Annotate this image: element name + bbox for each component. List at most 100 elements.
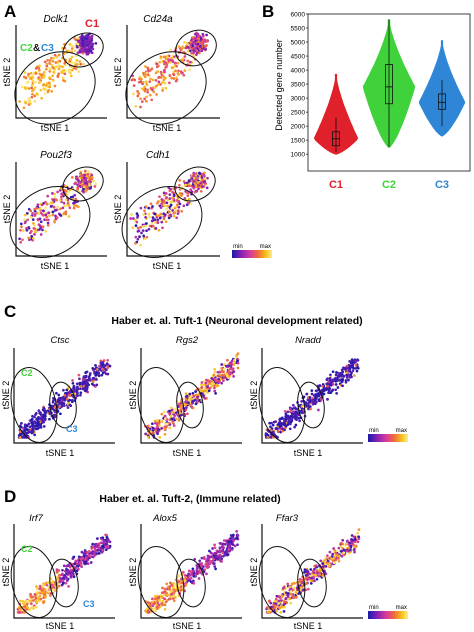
cell-point: [132, 84, 136, 87]
cell-point: [192, 579, 195, 583]
cell-point: [70, 176, 74, 179]
cell-point: [56, 577, 59, 580]
cell-point: [164, 61, 168, 65]
cell-point: [169, 414, 173, 417]
cell-point: [52, 70, 56, 74]
cell-point: [345, 364, 349, 368]
gene-title: Cd24a: [143, 14, 173, 25]
cell-point: [48, 202, 52, 206]
cell-point: [85, 37, 89, 41]
cell-point: [171, 196, 175, 200]
cell-point: [345, 549, 349, 553]
plot-frame: [307, 13, 471, 172]
panel-a-dclk1-plot: Dclk1 C1 C2 & C3 tSNE 1 tSNE 2: [2, 14, 107, 133]
cell-point: [193, 558, 197, 561]
cell-point: [106, 538, 110, 542]
cell-point: [269, 425, 272, 429]
panel-letter-b: B: [262, 2, 274, 21]
cell-point: [41, 585, 45, 589]
cell-point: [136, 90, 139, 93]
cell-point: [42, 589, 46, 592]
cell-point: [220, 381, 224, 385]
cell-point: [280, 595, 284, 599]
cell-point: [91, 545, 94, 549]
cell-point: [280, 599, 283, 602]
colorbar-max: max: [396, 428, 407, 434]
cluster-ellipse-c2: [258, 545, 306, 619]
cell-point: [37, 77, 41, 81]
cell-point: [168, 81, 171, 85]
cell-point: [23, 213, 27, 217]
cell-point: [28, 99, 32, 103]
cell-point: [194, 402, 198, 406]
cell-point: [154, 79, 158, 82]
cell-point: [57, 53, 61, 57]
panel-a-cdh1-plot: Cdh1 tSNE 1 tSNE 2: [113, 150, 220, 271]
cell-point: [181, 59, 184, 63]
cell-point: [146, 88, 149, 92]
cell-point: [172, 193, 176, 197]
cell-point: [30, 89, 34, 93]
cell-point: [38, 411, 42, 415]
cell-point: [141, 80, 145, 84]
cluster-ellipse-c2c3: [14, 51, 96, 125]
cell-point: [305, 576, 309, 579]
cell-point: [236, 366, 240, 370]
cell-point: [84, 190, 88, 193]
cell-point: [56, 400, 60, 403]
cell-point: [93, 547, 97, 550]
cell-point: [59, 396, 63, 400]
cell-point: [84, 385, 88, 388]
cell-point: [226, 358, 229, 362]
cell-point: [287, 419, 291, 422]
cell-point: [168, 412, 171, 416]
violin-c1: [313, 73, 359, 155]
cell-point: [265, 606, 269, 609]
cell-point: [89, 561, 93, 564]
cell-point: [80, 34, 84, 37]
cell-point: [195, 566, 199, 570]
cell-point: [100, 363, 104, 367]
cell-point: [347, 373, 350, 377]
cell-point: [283, 428, 286, 432]
cell-point: [158, 599, 161, 602]
cell-point: [67, 49, 71, 53]
cell-point: [294, 423, 298, 427]
y-tick-label: 3000: [291, 96, 306, 103]
cell-point: [326, 384, 329, 388]
cell-point: [73, 182, 77, 186]
cell-point: [189, 576, 193, 580]
cell-point: [342, 551, 346, 555]
cell-point: [220, 370, 224, 373]
cell-point: [79, 387, 82, 391]
cell-point: [192, 186, 196, 190]
cell-point: [151, 431, 155, 435]
cell-point: [137, 92, 141, 95]
cell-point: [266, 611, 269, 614]
cell-point: [18, 599, 22, 603]
cell-point: [189, 188, 193, 192]
colorbar-max: max: [396, 605, 407, 611]
cell-point: [82, 62, 85, 66]
cell-point: [236, 543, 239, 547]
cell-point: [220, 557, 224, 561]
cell-point: [38, 594, 42, 598]
cell-point: [18, 237, 21, 241]
cell-point: [34, 72, 38, 75]
cell-point: [79, 385, 83, 388]
cell-point: [48, 68, 52, 72]
cell-point: [38, 224, 42, 228]
cell-point: [29, 215, 33, 219]
cell-point: [179, 585, 183, 589]
cell-point: [130, 213, 133, 216]
cell-point: [30, 606, 34, 609]
cell-point: [337, 557, 340, 560]
cell-point: [179, 588, 183, 592]
cell-point: [37, 409, 41, 412]
cell-point: [98, 367, 102, 371]
cell-point: [197, 37, 201, 41]
panel-d-alox5-plot: Alox5 tSNE 1 tSNE 2: [128, 513, 242, 631]
cell-point: [51, 59, 55, 63]
cell-point: [284, 597, 288, 601]
cell-point: [45, 202, 49, 206]
